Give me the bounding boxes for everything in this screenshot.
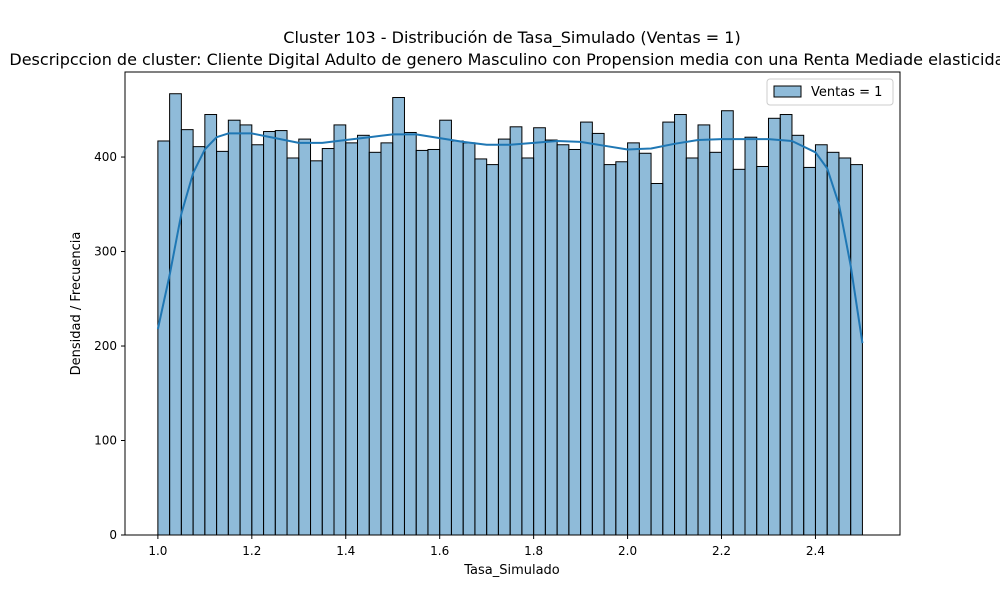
legend: Ventas = 1 <box>766 78 894 106</box>
plot-frame <box>124 71 901 536</box>
histogram-bar <box>192 146 206 536</box>
histogram-bar <box>756 165 769 536</box>
histogram-bar <box>251 144 265 536</box>
histogram-bar <box>357 134 370 536</box>
chart-subtitle: Descripccion de cluster: Cliente Digital… <box>9 50 1000 69</box>
histogram-bar <box>744 136 758 536</box>
histogram-bar <box>286 157 300 536</box>
histogram-bar <box>709 151 723 536</box>
histogram-bar <box>779 114 793 536</box>
histogram-bar <box>345 142 358 536</box>
histogram-bar <box>392 97 405 536</box>
histogram-bar <box>403 131 417 536</box>
histogram-bar <box>368 151 382 536</box>
histogram-bar <box>509 126 523 536</box>
histogram-bar <box>427 148 441 536</box>
x-tick-label: 2.2 <box>712 544 731 558</box>
histogram-bar <box>439 119 452 536</box>
histogram-bar <box>580 121 593 536</box>
histogram-bar <box>239 124 253 536</box>
histogram-bar <box>310 160 323 536</box>
y-tick-label: 0 <box>109 528 117 542</box>
x-axis-label: Tasa_Simulado <box>463 563 560 578</box>
histogram-bar <box>721 110 734 536</box>
x-tick-label: 1.8 <box>524 544 543 558</box>
histogram-bar <box>603 164 617 536</box>
x-axis-ticks: 1.0 1.2 1.4 1.6 1.8 2.0 2.2 2.4 <box>148 535 825 558</box>
kde-curve <box>156 132 864 344</box>
histogram-bar <box>157 140 171 536</box>
histogram-bar <box>497 138 511 536</box>
chart-title: Cluster 103 - Distribución de Tasa_Simul… <box>283 28 740 48</box>
histogram-bar <box>650 182 664 536</box>
histogram-bar <box>263 131 276 536</box>
histogram-bar <box>791 134 805 536</box>
histogram-bar <box>415 149 429 536</box>
x-tick-label: 2.4 <box>806 544 825 558</box>
y-tick-label: 200 <box>94 339 117 353</box>
histogram-bar <box>298 138 312 536</box>
y-axis-ticks: 0 100 200 300 400 <box>94 150 125 542</box>
histogram-bar <box>697 124 711 536</box>
y-tick-label: 100 <box>94 434 117 448</box>
legend-swatch <box>773 85 802 98</box>
histogram-bar <box>685 157 699 536</box>
histogram-bar <box>521 157 535 536</box>
histogram-bar <box>591 132 605 536</box>
histogram-bar <box>556 144 570 536</box>
histogram-bar <box>169 93 182 536</box>
histogram-bar <box>274 130 288 536</box>
y-tick-label: 300 <box>94 245 117 259</box>
y-tick-label: 400 <box>94 150 117 164</box>
histogram-bar <box>474 158 488 536</box>
histogram-bar <box>204 114 218 536</box>
histogram-bars <box>157 93 863 536</box>
histogram-bar <box>216 150 229 536</box>
histogram-bar <box>767 117 781 536</box>
x-tick-label: 2.0 <box>618 544 637 558</box>
histogram-bar <box>803 166 816 536</box>
histogram-bar <box>814 144 828 536</box>
histogram-bar <box>627 142 640 536</box>
histogram-bar <box>333 124 347 536</box>
x-tick-label: 1.0 <box>148 544 167 558</box>
histogram-bar <box>486 164 499 536</box>
histogram-bar <box>462 142 476 536</box>
histogram-bar <box>568 148 582 536</box>
histogram-bar <box>533 127 546 536</box>
histogram-bar <box>227 119 241 536</box>
histogram-bar <box>380 142 394 536</box>
histogram-bar <box>674 114 687 536</box>
legend-entry-ventas-1: Ventas = 1 <box>811 85 882 100</box>
histogram-bar <box>638 152 652 536</box>
histogram-bar <box>850 164 863 536</box>
histogram-bar <box>662 121 676 536</box>
histogram-bar <box>826 151 840 536</box>
kde-curve-group <box>156 132 864 344</box>
histogram-bar <box>321 148 335 536</box>
x-tick-label: 1.2 <box>242 544 261 558</box>
histogram-bar <box>732 168 746 536</box>
x-tick-label: 1.6 <box>430 544 449 558</box>
histogram-bar <box>615 161 629 536</box>
histogram-bar <box>450 140 464 536</box>
histogram-bar <box>544 139 558 536</box>
x-tick-label: 1.4 <box>336 544 355 558</box>
y-axis-label: Densidad / Frecuencia <box>69 232 84 376</box>
